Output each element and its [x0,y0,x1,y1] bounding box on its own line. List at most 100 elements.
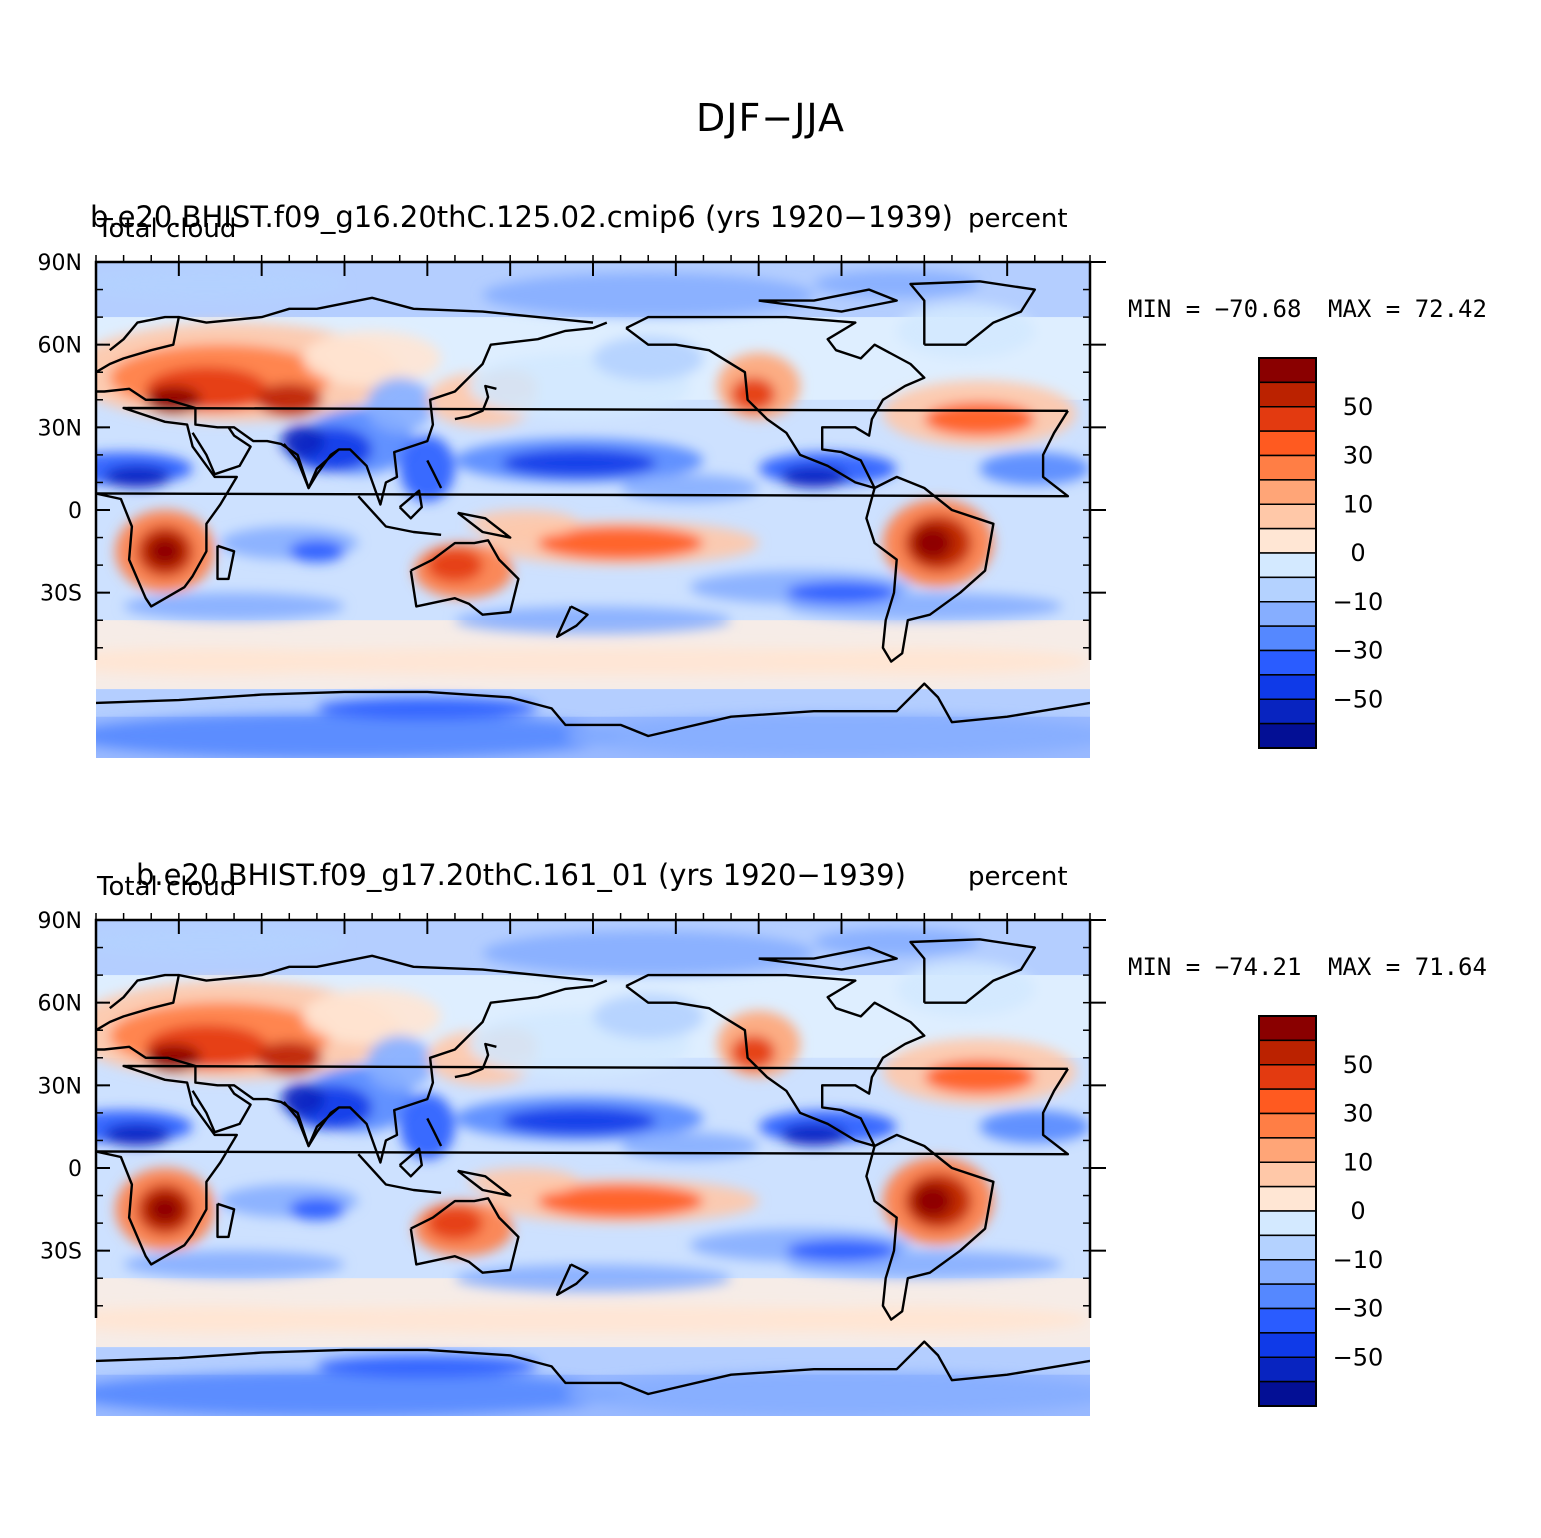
contour-blob [468,510,580,538]
colorbar-box [1258,1064,1317,1090]
colorbar-box [1258,1112,1317,1139]
contour-blob [501,449,657,477]
lat-tick-label: 90N [38,251,82,276]
lat-tick-label: 30S [40,1240,82,1265]
contour-blob [913,526,952,560]
coastline [109,315,179,352]
colorbar-label: 30 [1343,442,1374,470]
colorbar-box [1258,1283,1317,1310]
map-axes: 90N60N30N030S60S90S030E60E90E120E150E180… [38,909,1106,1318]
coastline [96,321,608,506]
coastline [216,1202,236,1239]
contour-blob [537,1184,704,1218]
colorbar-box [1258,576,1317,603]
colorbar-label: 10 [1343,490,1374,518]
contour-blob [482,273,814,318]
contour-blob [979,452,1090,486]
colorbar-label: 10 [1343,1148,1374,1176]
contour-blob [289,540,345,563]
contour-blob [731,377,776,411]
colorbar-label: 50 [1343,393,1374,421]
coastline [191,426,252,476]
coastline [398,1147,423,1178]
contour-blob [280,1082,326,1116]
colorbar-box [1258,357,1317,384]
contour-blob [366,377,433,433]
contour-map [96,262,1090,758]
colorbar-label: 50 [1343,1051,1374,1079]
colorbar-box [1258,1332,1317,1358]
coastline [96,406,1070,608]
contour-blob [593,994,704,1039]
coastline [282,1101,340,1148]
contour-blob [96,647,373,676]
colorbar-box [1258,479,1317,505]
contour-blob [758,647,1090,676]
colorbar-label: −50 [1333,1343,1384,1371]
lat-tick-label: 30N [38,416,82,441]
coastline [758,288,898,313]
contour-map [96,920,1090,1416]
contour-blob [96,713,621,758]
coastline [96,682,1090,738]
contour-blob [786,581,897,604]
colorbar-frame [1258,357,1317,749]
contour-blob [780,1123,848,1146]
contour-blob [96,267,345,301]
colorbar: 50 30 10 0 −10 −30 −50 [1258,357,1384,749]
coastline [909,280,1036,346]
contour-blob [96,1371,621,1416]
coastline [409,539,520,616]
map-panel-1: b.e20.BHIST.f09_g16.20thC.125.02.cmip6 (… [0,0,1541,758]
contour-blob [123,1250,345,1279]
colorbar-box [1258,1380,1317,1407]
colorbar-box [1258,406,1317,432]
contour-blob [482,931,814,976]
max-label: MAX = 72.42 [1328,295,1487,323]
lat-tick-label: 60N [38,992,82,1017]
variable-label: Total cloud [97,214,237,244]
colorbar-box [1258,625,1317,652]
contour-blob [454,1264,732,1292]
colorbar-label: 30 [1343,1100,1374,1128]
map-frame [94,918,1092,1318]
colorbar-box [1258,1356,1317,1383]
contour-blob [399,435,455,502]
colorbar-box [1258,527,1317,554]
colorbar-box [1258,674,1317,700]
coastline [426,459,443,489]
coastline [456,511,512,539]
contour-blob [758,1305,1090,1334]
colorbar-box [1258,552,1317,579]
contour-blob [399,1093,455,1160]
colorbar-label: −10 [1333,1246,1384,1274]
coastline [357,1153,442,1194]
max-label: MAX = 71.64 [1328,953,1487,981]
colorbar-box [1258,1015,1317,1042]
coastline [96,1340,1090,1396]
lat-tick-label: 0 [68,499,82,524]
coastline [409,1197,520,1274]
colorbar-label: −30 [1333,637,1384,665]
map-frame [94,260,1092,660]
colorbar-label: 0 [1350,1197,1365,1225]
contour-blob [104,465,171,488]
contour-blob [427,1206,483,1240]
coastline [625,315,926,490]
colorbar-box [1258,1307,1317,1334]
colorbar-box [1258,1137,1317,1163]
colorbar-label: −10 [1333,588,1384,616]
map-panel-2: b.e20.BHIST.f09_g17.20thC.161_01 (yrs 19… [0,658,1541,1416]
coastline [865,1133,995,1321]
colorbar-box [1258,430,1317,457]
lat-tick-label: 30S [40,582,82,607]
coastline [426,1117,443,1147]
contour-blob [501,1107,657,1135]
coastline [398,489,423,520]
colorbar-box [1258,1161,1317,1188]
coastline [357,495,442,536]
min-label: MIN = −74.21 [1128,953,1302,981]
lat-tick-label: 0 [68,1157,82,1182]
contour-blob [96,1305,373,1334]
contour-blob [148,1195,182,1224]
